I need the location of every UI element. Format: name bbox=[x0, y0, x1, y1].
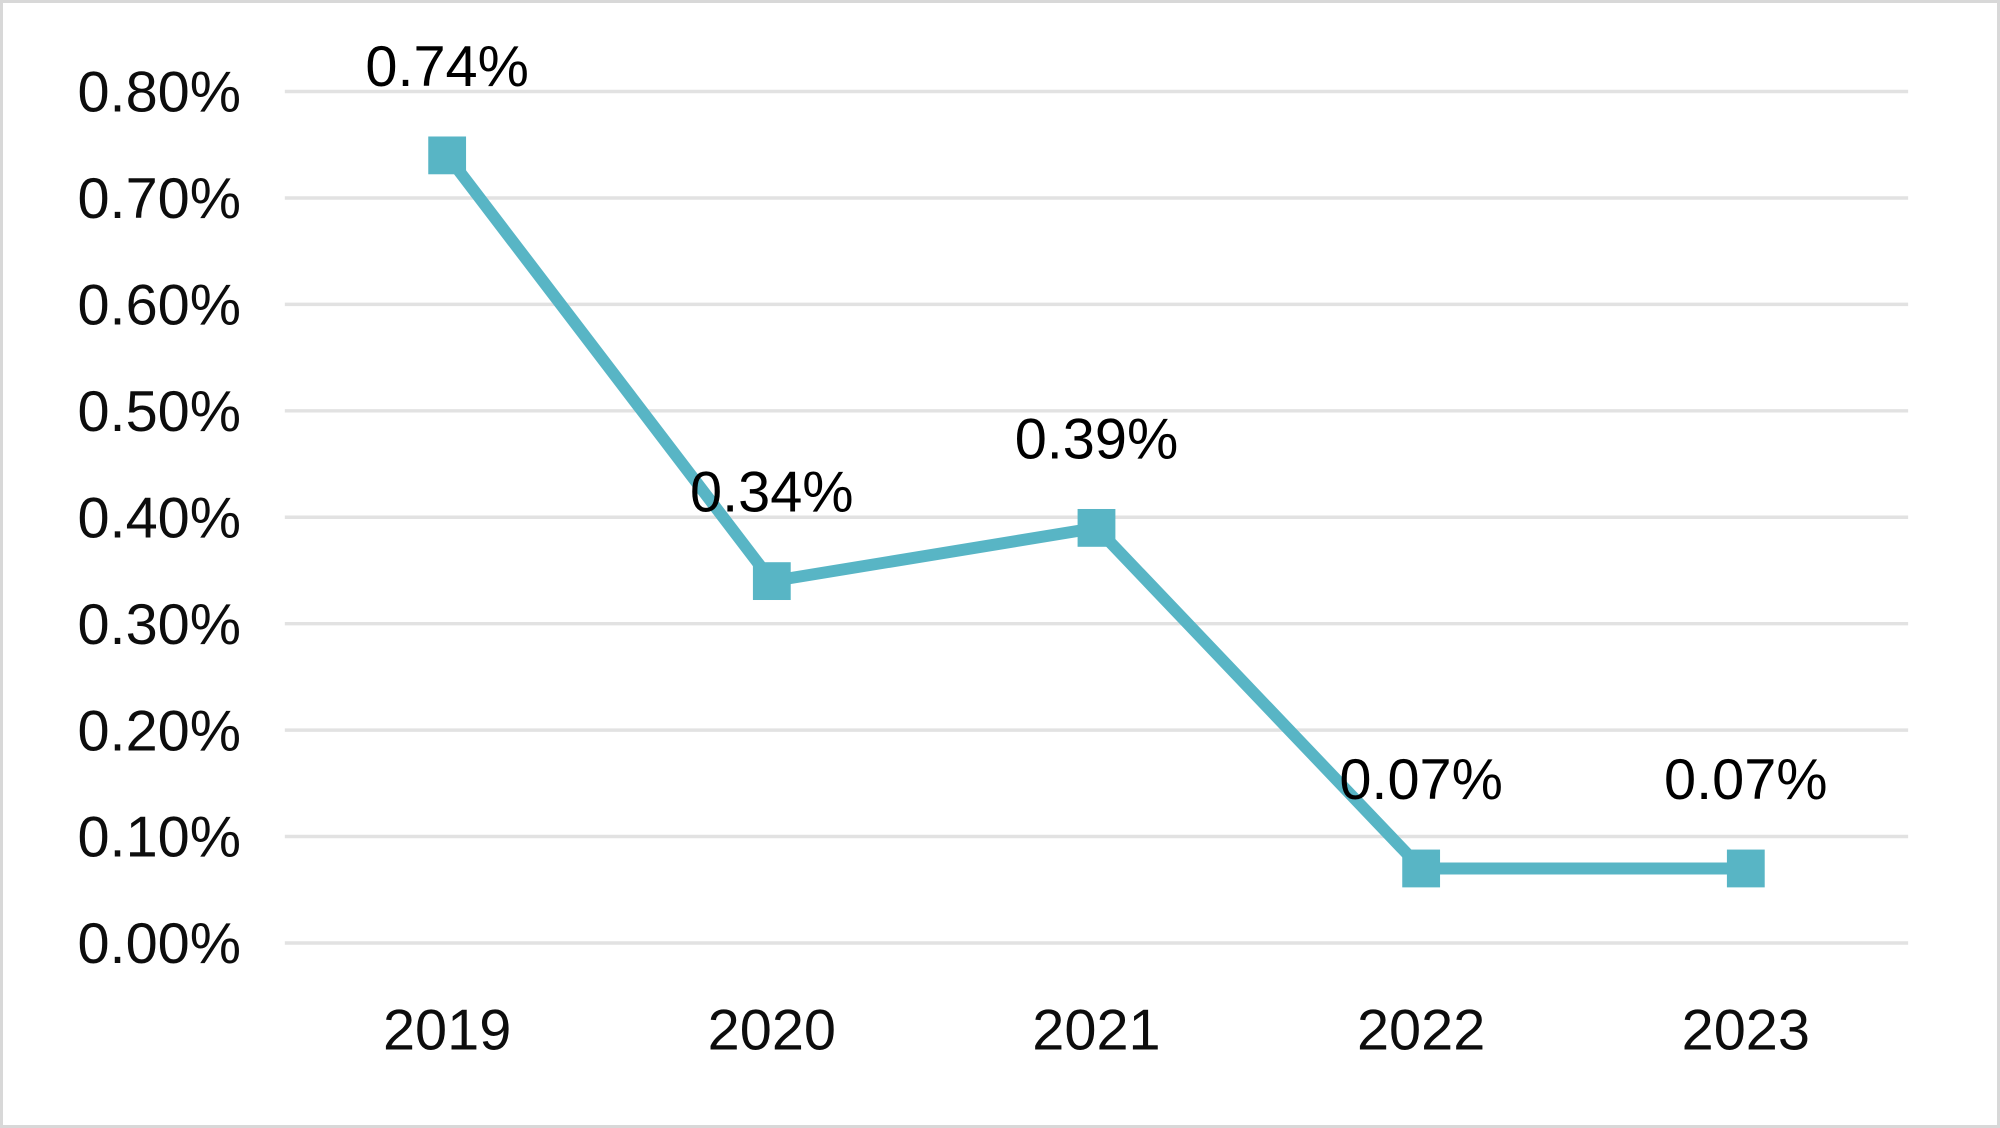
data-label: 0.74% bbox=[365, 35, 529, 99]
data-point-marker bbox=[1077, 508, 1116, 547]
x-axis-tick-label: 2020 bbox=[708, 998, 836, 1062]
data-label: 0.07% bbox=[1664, 748, 1828, 812]
y-axis-tick-label: 0.80% bbox=[77, 61, 241, 125]
y-axis-tick-label: 0.70% bbox=[77, 167, 241, 231]
data-point-marker bbox=[752, 562, 791, 601]
data-label: 0.34% bbox=[690, 460, 854, 524]
y-axis-tick-label: 0.20% bbox=[77, 699, 241, 763]
line-chart: 0.00% 0.10% 0.20% 0.30% 0.40% 0.50% 0.60% 0.70%… bbox=[5, 3, 1995, 1125]
x-axis-tick-label: 2022 bbox=[1357, 998, 1485, 1062]
y-axis-tick-label: 0.30% bbox=[77, 593, 241, 657]
chart-background bbox=[5, 3, 1995, 1125]
data-point-marker bbox=[428, 136, 467, 175]
data-label: 0.07% bbox=[1339, 748, 1503, 812]
data-label: 0.39% bbox=[1015, 407, 1179, 471]
y-axis-tick-label: 0.60% bbox=[77, 274, 241, 338]
x-axis-tick-label: 2019 bbox=[383, 998, 511, 1062]
x-axis-tick-label: 2023 bbox=[1682, 998, 1810, 1062]
y-axis-tick-label: 0.50% bbox=[77, 380, 241, 444]
x-axis-tick-label: 2021 bbox=[1032, 998, 1160, 1062]
y-axis-tick-label: 0.40% bbox=[77, 486, 241, 550]
y-axis-tick-label: 0.00% bbox=[77, 912, 241, 976]
data-point-marker bbox=[1726, 849, 1765, 888]
y-axis-tick-label: 0.10% bbox=[77, 806, 241, 870]
data-point-marker bbox=[1402, 849, 1441, 888]
